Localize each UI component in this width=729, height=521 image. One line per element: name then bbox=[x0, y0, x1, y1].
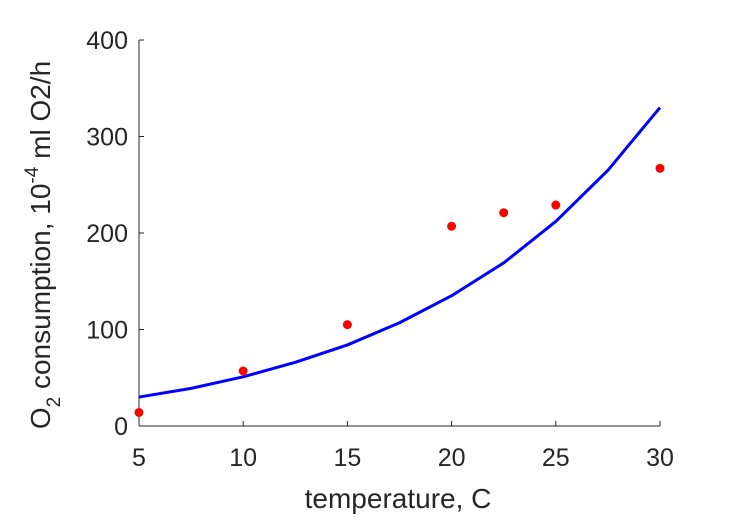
fit-curve-layer bbox=[138, 106, 662, 399]
y-title-suffix: ml O2/h bbox=[25, 61, 56, 167]
data-point bbox=[447, 221, 457, 231]
y-tick-label: 200 bbox=[86, 220, 128, 248]
data-point bbox=[238, 366, 248, 376]
fit-curve-line bbox=[138, 106, 662, 399]
data-point bbox=[342, 320, 352, 330]
data-point bbox=[499, 208, 509, 218]
x-axis-title: temperature, C bbox=[305, 483, 492, 514]
y-ticks: 0 100 200 300 400 bbox=[86, 27, 144, 441]
y-tick-label: 400 bbox=[86, 27, 128, 55]
x-ticks: 5 10 15 20 25 30 bbox=[132, 421, 674, 472]
y-title-superscript: -4 bbox=[22, 166, 43, 183]
x-tick-label: 25 bbox=[542, 444, 570, 472]
y-tick-label: 300 bbox=[86, 124, 128, 152]
y-tick-label: 100 bbox=[86, 317, 128, 345]
y-title-prefix: O bbox=[25, 407, 56, 429]
x-tick-label: 20 bbox=[438, 444, 466, 472]
x-tick-label: 5 bbox=[132, 444, 146, 472]
y-tick-label: 0 bbox=[114, 413, 128, 441]
data-point bbox=[551, 200, 561, 210]
data-points-layer bbox=[134, 163, 665, 417]
y-title-subscript: 2 bbox=[44, 397, 65, 408]
data-point bbox=[655, 163, 665, 173]
y-axis-title: O2 consumption, 10-4 ml O2/h bbox=[22, 61, 65, 429]
x-tick-label: 10 bbox=[229, 444, 257, 472]
data-point bbox=[134, 407, 144, 417]
x-tick-label: 15 bbox=[333, 444, 361, 472]
x-tick-label: 30 bbox=[646, 444, 674, 472]
y-title-middle: consumption, 10 bbox=[25, 184, 56, 397]
axes bbox=[138, 40, 660, 427]
